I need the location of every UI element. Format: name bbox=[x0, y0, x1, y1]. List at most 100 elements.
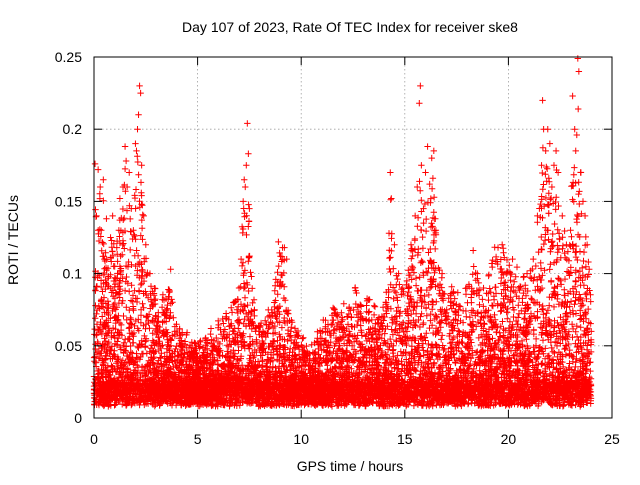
data-point-0-89 bbox=[420, 205, 427, 212]
data-point-0-93 bbox=[428, 154, 435, 162]
data-point-0-0 bbox=[91, 160, 99, 168]
data-point-0-6 bbox=[101, 255, 108, 263]
data-point-0-11 bbox=[111, 263, 118, 270]
data-point-0-28 bbox=[138, 162, 145, 169]
data-point-0-78 bbox=[388, 195, 395, 202]
data-point-0-88 bbox=[418, 162, 425, 169]
data-point-0-68 bbox=[318, 335, 326, 342]
data-point-0-61 bbox=[277, 253, 284, 260]
data-point-0-80 bbox=[395, 270, 402, 277]
data-point-0-12 bbox=[113, 244, 120, 251]
data-point-0-51 bbox=[243, 162, 250, 169]
data-point-0-75 bbox=[374, 320, 382, 328]
data-point-0-53 bbox=[245, 150, 252, 157]
data-point-0-130 bbox=[575, 68, 583, 75]
y-tick-label-0: 0 bbox=[74, 410, 82, 426]
data-point-0-70 bbox=[339, 316, 346, 324]
y-tick-label-4: 0.2 bbox=[63, 121, 83, 137]
data-point-0-103 bbox=[488, 260, 496, 267]
data-point-0-73 bbox=[358, 313, 365, 321]
data-point-0-117 bbox=[546, 140, 554, 147]
data-point-0-106 bbox=[503, 270, 510, 277]
data-point-0-131 bbox=[577, 169, 585, 176]
data-point-0-126 bbox=[571, 126, 578, 133]
data-point-0-30 bbox=[142, 241, 149, 248]
data-point-0-129 bbox=[574, 55, 582, 62]
data-point-0-38 bbox=[177, 342, 185, 349]
data-point-0-33 bbox=[155, 313, 162, 321]
data-point-0-3 bbox=[97, 183, 104, 191]
data-point-0-109 bbox=[523, 270, 531, 277]
data-point-0-101 bbox=[474, 270, 481, 277]
data-point-0-86 bbox=[416, 100, 423, 107]
data-point-0-116 bbox=[544, 126, 551, 133]
data-point-0-50 bbox=[242, 183, 249, 191]
chart-title: Day 107 of 2023, Rate Of TEC Index for r… bbox=[182, 19, 518, 35]
data-point-0-127 bbox=[572, 147, 579, 155]
plot-frame bbox=[93, 56, 613, 419]
y-tick-label-5: 0.25 bbox=[55, 49, 82, 65]
data-point-0-34 bbox=[159, 296, 166, 303]
data-point-0-125 bbox=[569, 92, 576, 100]
data-point-0-43 bbox=[219, 335, 226, 342]
data-point-0-26 bbox=[136, 82, 143, 90]
x-tick-label-3: 15 bbox=[397, 431, 413, 447]
data-point-0-115 bbox=[542, 147, 549, 155]
x-tick-label-0: 0 bbox=[90, 431, 98, 447]
data-point-0-54 bbox=[246, 205, 253, 212]
data-point-0-96 bbox=[438, 270, 446, 277]
data-point-0-67 bbox=[310, 357, 317, 364]
data-point-0-134 bbox=[583, 241, 591, 248]
data-point-0-49 bbox=[241, 176, 248, 183]
data-point-0-90 bbox=[422, 169, 429, 176]
data-point-0-46 bbox=[235, 284, 243, 292]
data-point-0-9 bbox=[107, 234, 114, 241]
x-tick-label-4: 20 bbox=[501, 431, 517, 447]
data-point-0-14 bbox=[116, 195, 124, 202]
data-point-0-4 bbox=[98, 227, 105, 234]
data-point-0-31 bbox=[146, 270, 154, 277]
y-tick-label-1: 0.05 bbox=[55, 338, 82, 354]
data-point-0-84 bbox=[411, 212, 419, 220]
data-point-0-36 bbox=[167, 266, 174, 273]
data-point-0-55 bbox=[248, 273, 255, 280]
x-axis-label: GPS time / hours bbox=[297, 458, 404, 474]
data-point-0-76 bbox=[382, 299, 390, 306]
data-point-0-42 bbox=[210, 342, 218, 349]
data-point-0-97 bbox=[447, 292, 454, 299]
data-point-0-98 bbox=[455, 306, 462, 313]
data-point-0-8 bbox=[105, 273, 112, 280]
data-point-0-82 bbox=[403, 277, 411, 285]
data-point-0-105 bbox=[498, 241, 506, 248]
data-point-0-35 bbox=[163, 306, 170, 313]
x-tick-label-1: 5 bbox=[194, 431, 202, 447]
data-point-0-87 bbox=[417, 82, 424, 90]
data-point-cloud bbox=[90, 105, 595, 410]
data-point-0-110 bbox=[530, 255, 537, 263]
data-point-0-17 bbox=[122, 157, 130, 165]
data-point-0-37 bbox=[171, 328, 179, 335]
y-tick-label-2: 0.1 bbox=[63, 266, 83, 282]
data-point-0-56 bbox=[252, 328, 259, 335]
data-point-0-135 bbox=[586, 266, 593, 273]
data-point-0-47 bbox=[237, 255, 245, 263]
data-point-0-19 bbox=[126, 169, 133, 176]
data-point-0-113 bbox=[539, 97, 546, 104]
data-point-0-111 bbox=[534, 212, 541, 220]
data-point-0-94 bbox=[430, 147, 438, 155]
y-tick-label-3: 0.15 bbox=[55, 193, 82, 209]
data-point-0-102 bbox=[480, 284, 487, 292]
data-point-0-118 bbox=[548, 183, 556, 191]
data-point-0-40 bbox=[194, 357, 201, 364]
data-point-0-74 bbox=[366, 296, 373, 303]
data-point-0-119 bbox=[550, 162, 558, 169]
data-point-0-25 bbox=[135, 111, 142, 118]
data-point-0-22 bbox=[132, 140, 139, 147]
data-point-0-7 bbox=[103, 215, 110, 222]
y-axis-label: ROTI / TECUs bbox=[5, 195, 21, 285]
data-point-0-108 bbox=[515, 284, 522, 292]
ticks-layer: 0 5 10 15 20 25 0 0.05 0.1 0.15 0.2 0.25 bbox=[55, 49, 620, 447]
data-point-0-124 bbox=[567, 227, 574, 234]
